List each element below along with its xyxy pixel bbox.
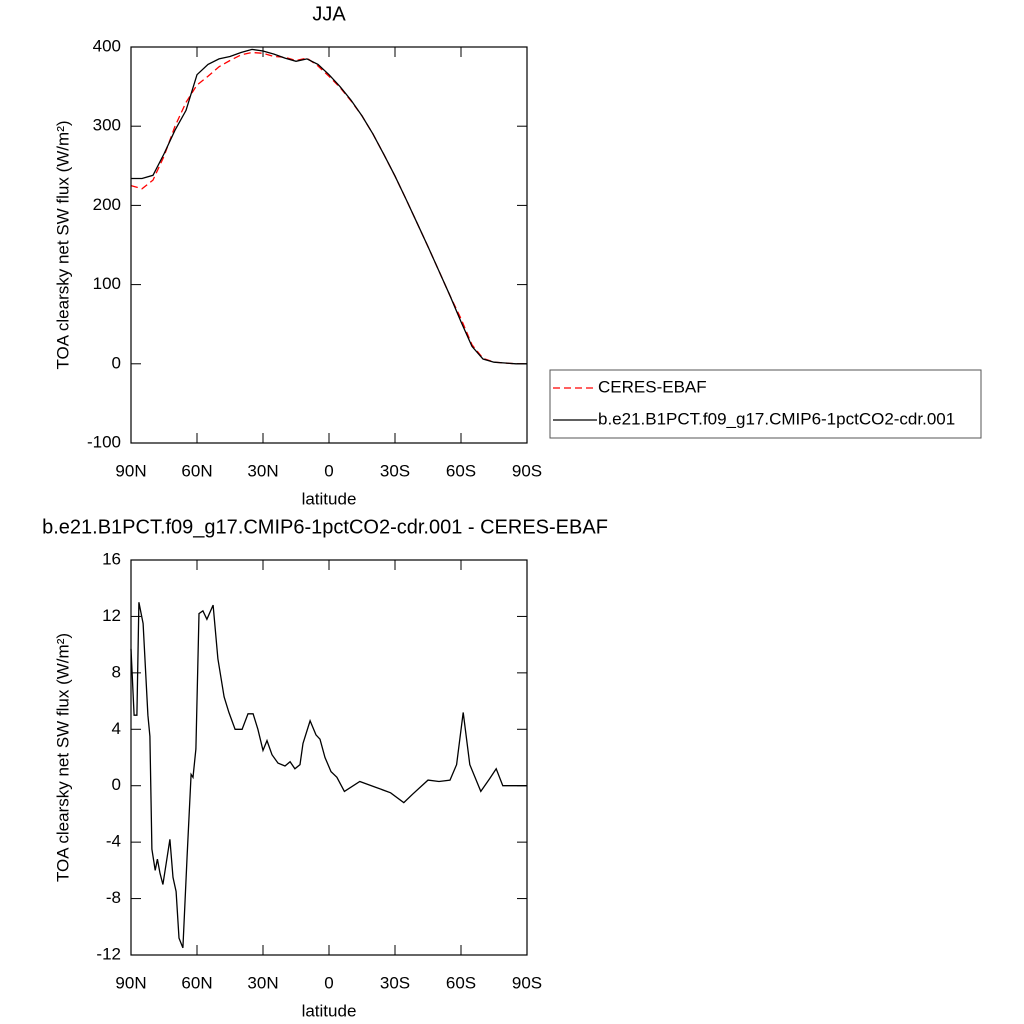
y-tick-label: 16 — [102, 549, 121, 568]
legend-label: b.e21.B1PCT.f09_g17.CMIP6-1pctCO2-cdr.00… — [598, 409, 955, 428]
y-axis-label: TOA clearsky net SW flux (W/m²) — [53, 633, 72, 882]
x-tick-label: 30S — [380, 461, 410, 480]
y-tick-label: -4 — [106, 832, 121, 851]
legend-box — [549, 369, 982, 439]
x-tick-label: 30N — [247, 461, 278, 480]
y-tick-label: 100 — [93, 274, 121, 293]
x-tick-label: 30S — [380, 973, 410, 992]
x-tick-label: 60S — [446, 461, 476, 480]
y-tick-label: 400 — [93, 36, 121, 55]
x-tick-label: 90N — [115, 461, 146, 480]
y-tick-label: -100 — [87, 432, 121, 451]
data-line — [130, 602, 527, 949]
legend-label: CERES-EBAF — [598, 377, 707, 396]
data-line — [131, 48, 527, 365]
x-axis-label: latitude — [302, 489, 357, 508]
y-tick-label: 200 — [93, 195, 121, 214]
y-tick-label: 12 — [102, 606, 121, 625]
x-tick-label: 90N — [115, 973, 146, 992]
x-tick-label: 90S — [512, 973, 542, 992]
chart-title: b.e21.B1PCT.f09_g17.CMIP6-1pctCO2-cdr.00… — [42, 516, 608, 538]
x-tick-label: 60N — [181, 973, 212, 992]
x-tick-label: 30N — [247, 973, 278, 992]
y-tick-label: 0 — [112, 353, 121, 372]
data-line — [130, 51, 527, 365]
y-tick-label: 4 — [112, 719, 121, 738]
x-tick-label: 90S — [512, 461, 542, 480]
y-tick-label: -8 — [106, 888, 121, 907]
plot-frame — [130, 46, 528, 444]
y-tick-label: 0 — [112, 775, 121, 794]
x-tick-label: 0 — [324, 461, 333, 480]
y-axis-label: TOA clearsky net SW flux (W/m²) — [53, 120, 72, 369]
y-tick-label: 8 — [112, 662, 121, 681]
chart-title: JJA — [312, 3, 346, 25]
y-tick-label: -12 — [96, 944, 121, 963]
x-tick-label: 60N — [181, 461, 212, 480]
x-axis-label: latitude — [302, 1001, 357, 1020]
y-tick-label: 300 — [93, 116, 121, 135]
x-tick-label: 0 — [324, 973, 333, 992]
plot-frame — [130, 559, 528, 956]
x-tick-label: 60S — [446, 973, 476, 992]
